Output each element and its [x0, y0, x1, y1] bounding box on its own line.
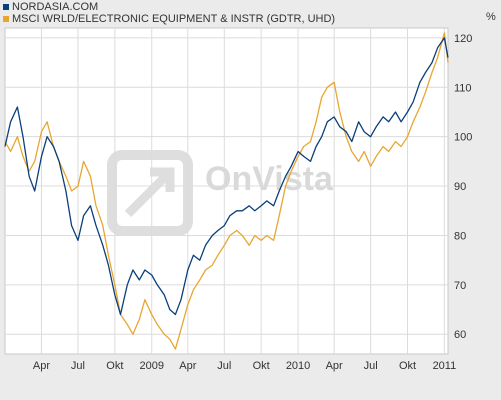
x-axis-ticks: Apr Jul Okt 2009 Apr Jul Okt 2010 Apr Jul Okt 2011	[33, 360, 456, 372]
legend-label-msci: MSCI WRLD/ELECTRONIC EQUIPMENT & INSTR (…	[12, 13, 335, 25]
legend-swatch-msci	[3, 16, 9, 22]
y-tick-label: 100	[454, 132, 472, 144]
x-tick-label: Apr	[326, 360, 343, 372]
series-lines	[4, 32, 449, 350]
watermark-text: OnVista	[205, 160, 334, 198]
x-tick-label: Okt	[399, 360, 416, 372]
y-axis-unit: %	[486, 11, 496, 23]
onvista-watermark: OnVista	[107, 150, 334, 236]
y-tick-label: 120	[454, 33, 472, 45]
x-tick-label: Jul	[217, 360, 231, 372]
x-tick-label: Okt	[106, 360, 123, 372]
plot-area	[4, 27, 449, 355]
series-line-nordasia	[4, 37, 449, 316]
x-tick-label: 2009	[139, 360, 163, 372]
x-tick-label: Okt	[253, 360, 270, 372]
y-tick-label: 80	[454, 230, 466, 242]
x-tick-label: 2010	[286, 360, 310, 372]
y-tick-label: 70	[454, 280, 466, 292]
legend: NORDASIA.COM MSCI WRLD/ELECTRONIC EQUIPM…	[3, 1, 335, 25]
watermark-arrow-icon	[124, 167, 175, 218]
grid-lines	[5, 28, 448, 354]
x-tick-label: Jul	[71, 360, 85, 372]
legend-swatch-nordasia	[3, 4, 9, 10]
legend-label-nordasia: NORDASIA.COM	[12, 1, 98, 13]
y-axis-ticks: 60 70 80 90 100 110 120	[454, 33, 472, 341]
x-tick-label: Apr	[179, 360, 196, 372]
x-tick-label: 2011	[433, 360, 457, 372]
y-tick-label: 110	[454, 82, 472, 94]
x-tick-label: Apr	[33, 360, 50, 372]
y-tick-label: 90	[454, 181, 466, 193]
x-tick-label: Jul	[364, 360, 378, 372]
series-line-msci	[4, 32, 449, 350]
y-tick-label: 60	[454, 329, 466, 341]
